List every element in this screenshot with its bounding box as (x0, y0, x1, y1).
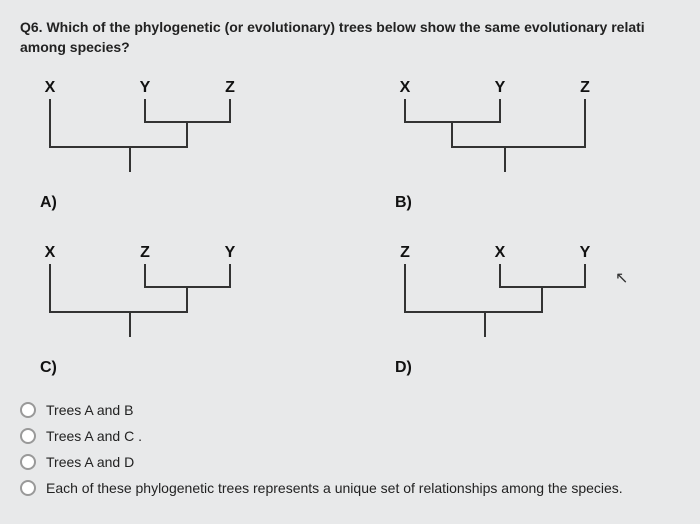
tree-c: X Z Y C) (30, 242, 290, 377)
answer-text: Trees A and B (46, 402, 133, 418)
branch (90, 287, 187, 312)
answers-list: Trees A and B Trees A and C . Trees A an… (20, 402, 680, 496)
tree-a-leaf-2: Z (225, 79, 235, 96)
tree-b: X Y Z B) (385, 77, 645, 212)
tree-a-label: A) (40, 194, 57, 212)
tree-d: Z X Y D) (385, 242, 645, 377)
tree-d-leaf-0: Z (400, 244, 410, 261)
tree-c-label: C) (40, 359, 57, 377)
tree-d-label: D) (395, 359, 412, 377)
branch (50, 99, 90, 147)
tree-b-label: B) (395, 194, 412, 212)
branch (405, 99, 500, 122)
branch (500, 264, 585, 287)
answer-option-3[interactable]: Each of these phylogenetic trees represe… (20, 480, 680, 496)
tree-d-leaf-2: Y (580, 244, 591, 261)
branch (90, 122, 187, 147)
branch (452, 122, 545, 147)
tree-a-leaf-1: Y (140, 79, 151, 96)
tree-d-leaf-1: X (495, 244, 506, 261)
radio-icon (20, 480, 36, 496)
tree-a: X Y Z A) (30, 77, 290, 212)
answer-text: Each of these phylogenetic trees represe… (46, 480, 623, 496)
question-text: Q6. Which of the phylogenetic (or evolut… (20, 18, 680, 57)
tree-b-leaf-1: Y (495, 79, 506, 96)
branch (145, 99, 230, 122)
trees-grid: X Y Z A) X Y Z B) (20, 77, 680, 377)
answer-text: Trees A and C . (46, 428, 142, 444)
tree-b-leaf-0: X (400, 79, 411, 96)
radio-icon (20, 454, 36, 470)
branch (445, 287, 542, 312)
answer-option-1[interactable]: Trees A and C . (20, 428, 680, 444)
branch (405, 264, 445, 312)
branch (145, 264, 230, 287)
tree-c-leaf-1: Z (140, 244, 150, 261)
tree-a-leaf-0: X (45, 79, 56, 96)
tree-c-leaf-0: X (45, 244, 56, 261)
tree-c-leaf-2: Y (225, 244, 236, 261)
answer-option-0[interactable]: Trees A and B (20, 402, 680, 418)
answer-text: Trees A and D (46, 454, 134, 470)
radio-icon (20, 428, 36, 444)
branch (545, 99, 585, 147)
question-page: Q6. Which of the phylogenetic (or evolut… (0, 0, 700, 524)
radio-icon (20, 402, 36, 418)
answer-option-2[interactable]: Trees A and D (20, 454, 680, 470)
tree-b-leaf-2: Z (580, 79, 590, 96)
branch (50, 264, 90, 312)
